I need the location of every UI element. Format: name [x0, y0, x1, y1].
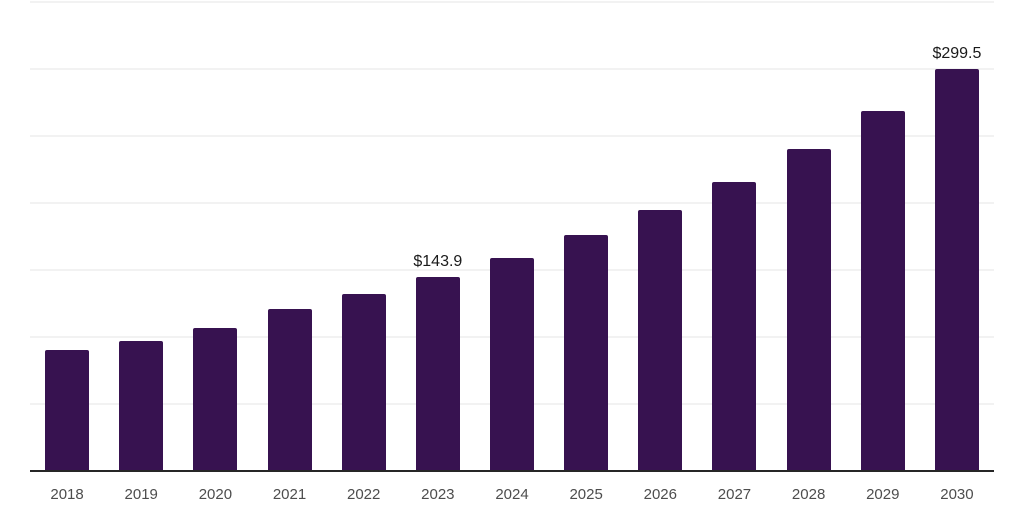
gridline-300	[30, 68, 994, 70]
bar-2024	[490, 257, 534, 470]
bar-2019	[119, 340, 164, 470]
x-tick-label-2030: 2030	[940, 486, 974, 503]
x-tick-label-2020: 2020	[198, 486, 233, 503]
bar-2018	[45, 350, 90, 470]
x-tick-label-2021: 2021	[272, 486, 307, 503]
bar-2030	[934, 68, 979, 470]
bar-2021	[267, 309, 312, 470]
x-tick-label-2026: 2026	[643, 486, 677, 503]
bar-2020	[193, 327, 238, 470]
gridline-250	[30, 135, 994, 137]
x-tick-label-2019: 2019	[124, 486, 158, 503]
x-tick-label-2027: 2027	[717, 486, 752, 503]
gridline-200	[30, 202, 994, 204]
bar-2028	[786, 149, 831, 470]
x-tick-label-2022: 2022	[347, 486, 381, 503]
bar-2022	[341, 293, 386, 470]
x-tick-label-2024: 2024	[495, 486, 529, 503]
gridline-350	[30, 1, 994, 3]
bar-2025	[564, 234, 609, 470]
x-tick-label-2018: 2018	[50, 486, 84, 503]
x-tick-label-2028: 2028	[791, 486, 826, 503]
x-tick-label-2029: 2029	[866, 486, 900, 503]
bar-2027	[712, 181, 757, 470]
data-label-2030: $299.5	[932, 44, 982, 62]
x-tick-label-2023: 2023	[421, 486, 455, 503]
plot-area: $143.9 $299.5	[30, 1, 994, 470]
bar-2026	[638, 210, 683, 470]
x-tick-label-2025: 2025	[569, 486, 603, 503]
bar-2023	[415, 277, 460, 470]
bar-2029	[860, 111, 905, 470]
data-label-2023: $143.9	[413, 253, 463, 271]
x-axis-line	[30, 470, 994, 472]
